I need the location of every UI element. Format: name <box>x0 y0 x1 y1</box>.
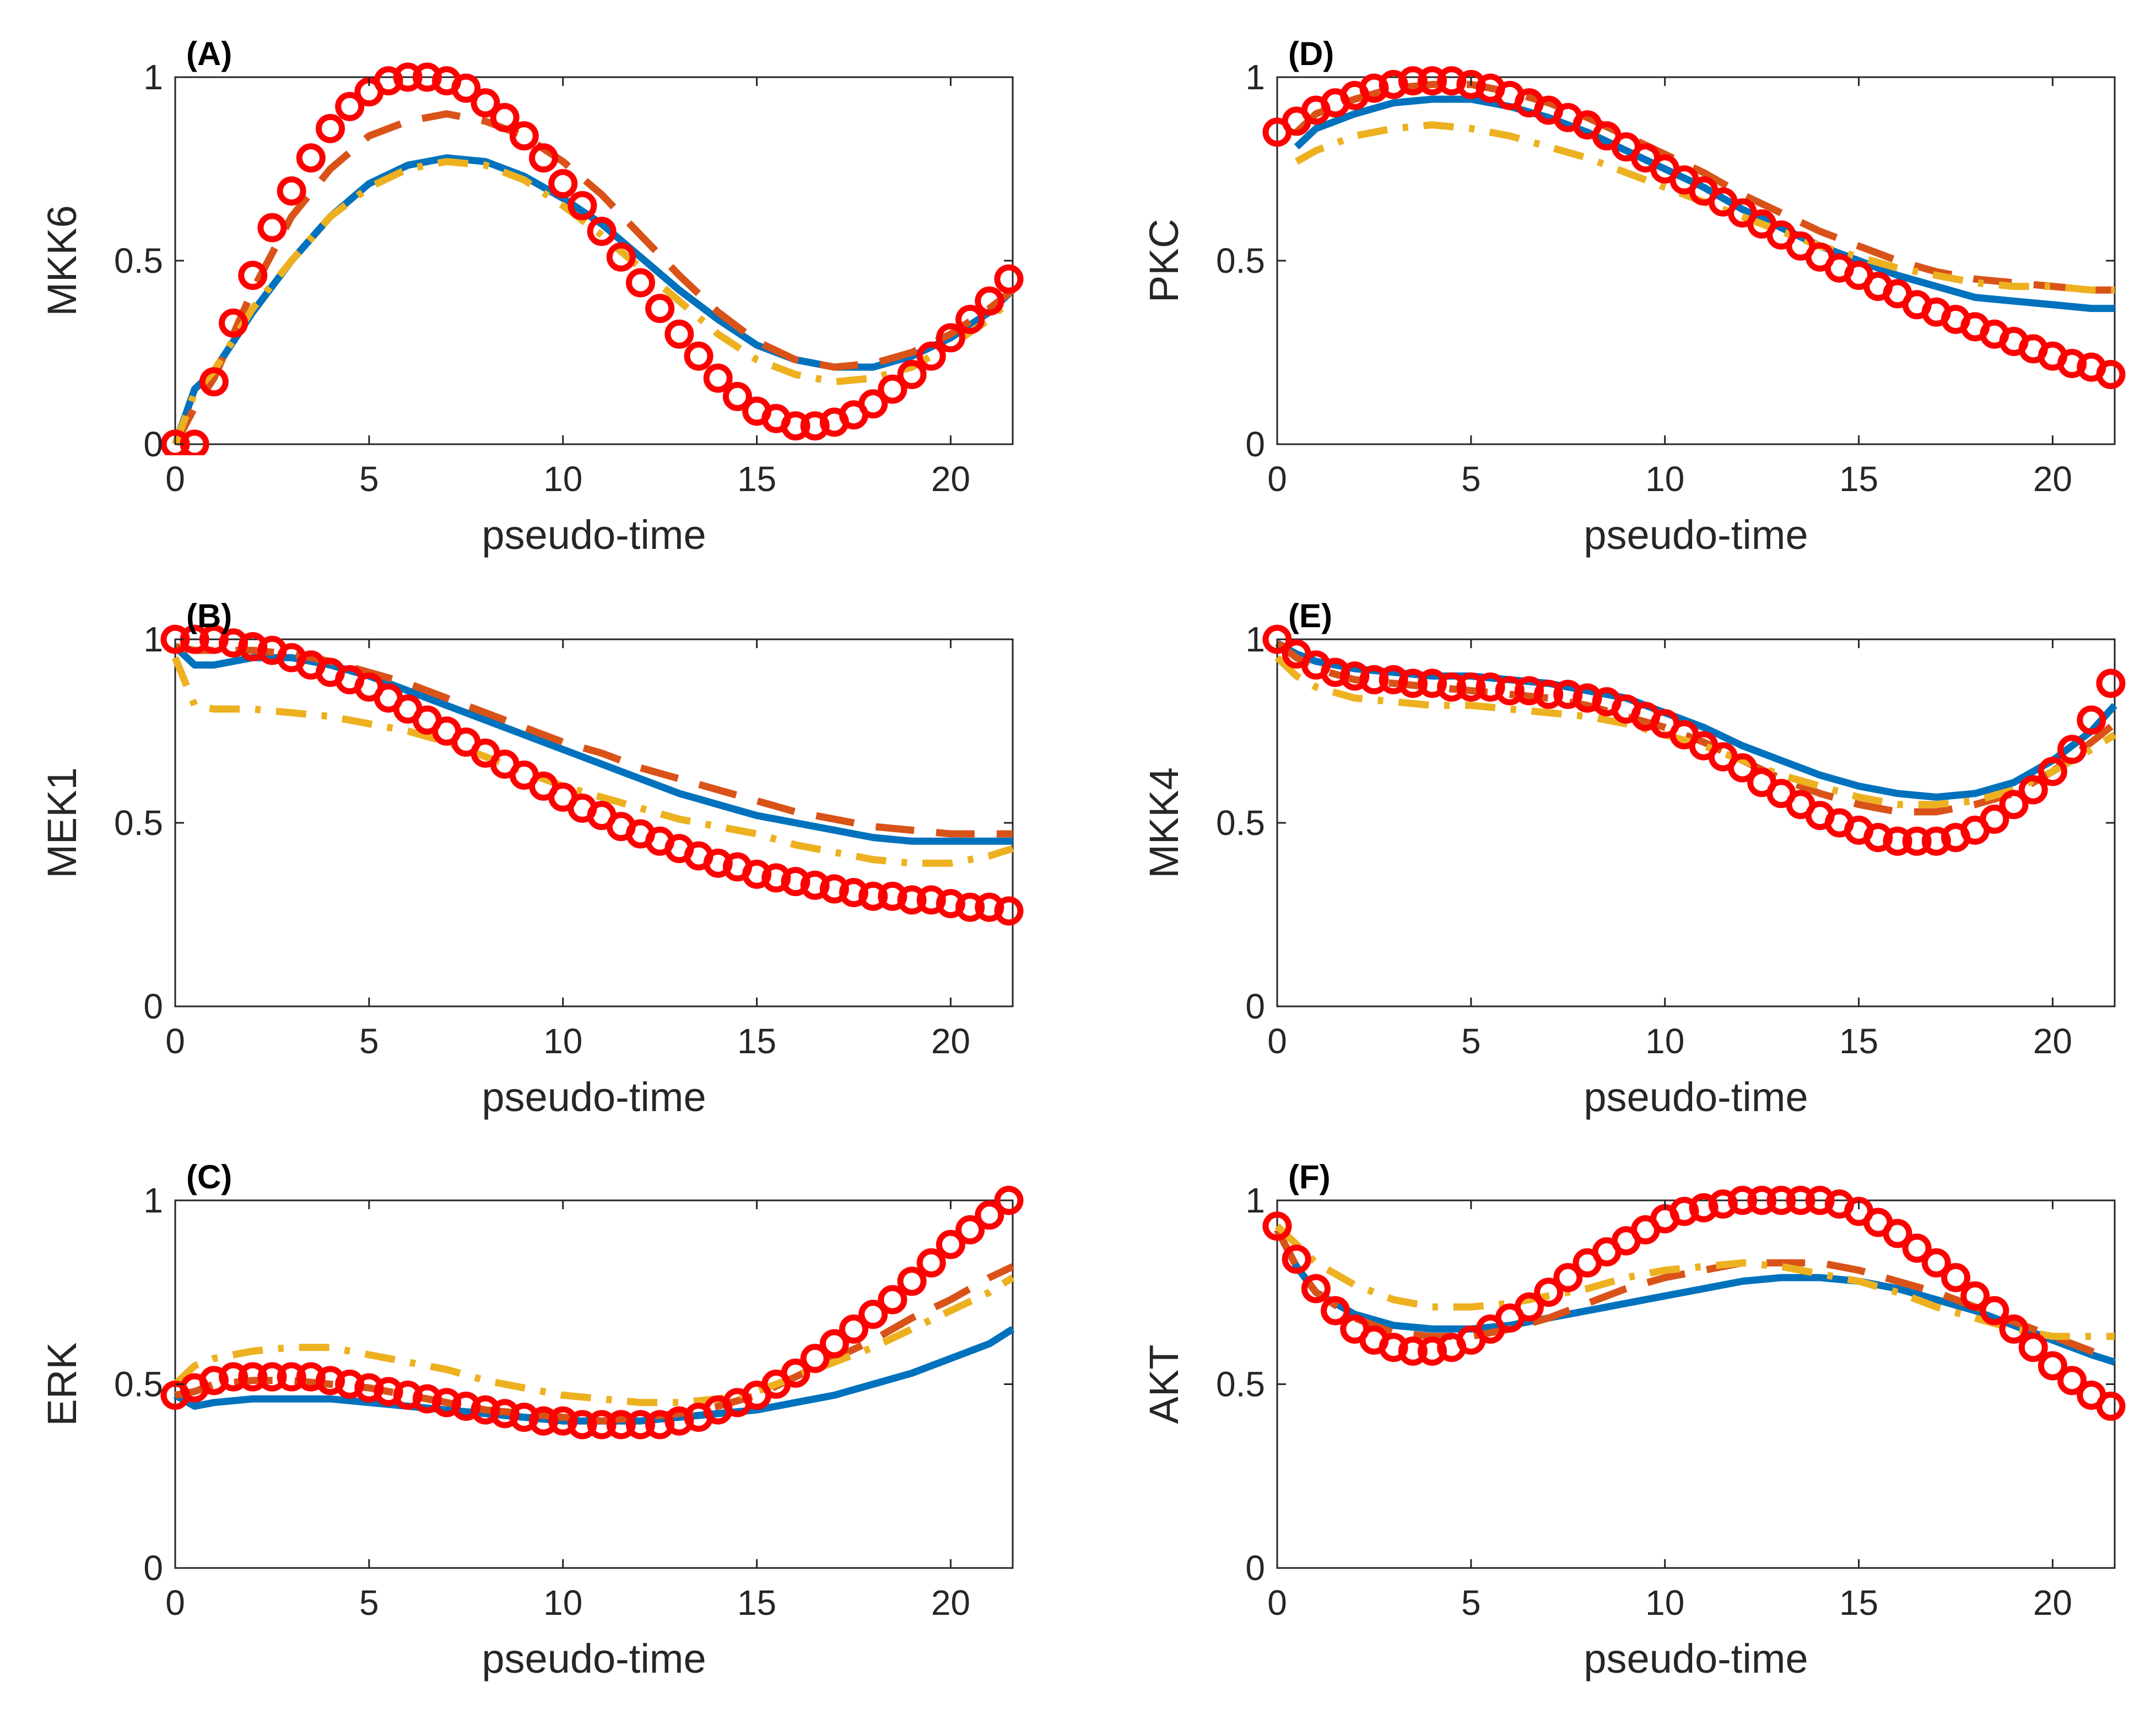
x-tick-label: 5 <box>359 1021 379 1061</box>
panel-label: (B) <box>186 597 232 634</box>
x-tick-label: 5 <box>359 1583 379 1623</box>
y-axis-label: MEK1 <box>39 767 85 879</box>
x-tick-label: 5 <box>1461 1021 1481 1061</box>
x-axis-label: pseudo-time <box>1584 512 1808 558</box>
y-axis-label: ERK <box>39 1342 85 1426</box>
y-tick-label: 0 <box>1245 987 1265 1026</box>
x-tick-label: 20 <box>2033 1583 2072 1623</box>
y-tick-label: 1 <box>143 57 163 97</box>
x-tick-label: 5 <box>1461 459 1481 499</box>
y-tick-label: 0.5 <box>1216 241 1265 281</box>
x-tick-label: 20 <box>931 1583 970 1623</box>
x-tick-label: 20 <box>931 459 970 499</box>
x-tick-label: 20 <box>2033 1021 2072 1061</box>
x-tick-label: 0 <box>1267 1583 1287 1623</box>
y-tick-label: 1 <box>1245 619 1265 659</box>
y-axis-label: MKK4 <box>1141 767 1187 879</box>
y-tick-label: 0 <box>143 1548 163 1588</box>
axes-frame <box>1277 77 2115 444</box>
x-tick-label: 0 <box>1267 1021 1287 1061</box>
y-tick-label: 0.5 <box>114 241 163 281</box>
x-tick-label: 0 <box>165 1583 185 1623</box>
y-tick-label: 1 <box>1245 57 1265 97</box>
y-axis-label: AKT <box>1141 1345 1187 1424</box>
x-tick-label: 15 <box>1839 1583 1878 1623</box>
axes-frame <box>1277 1200 2115 1568</box>
x-axis-label: pseudo-time <box>482 1636 706 1682</box>
y-tick-label: 0 <box>143 424 163 464</box>
x-tick-label: 10 <box>543 459 582 499</box>
y-tick-label: 0.5 <box>1216 803 1265 843</box>
x-axis-label: pseudo-time <box>1584 1636 1808 1682</box>
x-tick-label: 20 <box>2033 459 2072 499</box>
x-tick-label: 10 <box>1645 1021 1684 1061</box>
x-tick-label: 0 <box>165 459 185 499</box>
x-tick-label: 15 <box>1839 459 1878 499</box>
axes-frame <box>175 77 1013 444</box>
x-axis-label: pseudo-time <box>1584 1074 1808 1120</box>
x-tick-label: 5 <box>1461 1583 1481 1623</box>
x-tick-label: 15 <box>737 459 776 499</box>
x-tick-label: 10 <box>1645 1583 1684 1623</box>
x-tick-label: 10 <box>543 1583 582 1623</box>
x-axis-label: pseudo-time <box>482 1074 706 1120</box>
y-axis-label: PKC <box>1141 219 1187 303</box>
x-tick-label: 5 <box>359 459 379 499</box>
figure: 0 5 10 15 2000.51pseudo-timeMKK6(A)0 5 10 15 200… <box>0 0 2156 1719</box>
y-tick-label: 0 <box>1245 424 1265 464</box>
y-tick-label: 0 <box>143 987 163 1026</box>
y-tick-label: 0.5 <box>114 803 163 843</box>
y-tick-label: 0 <box>1245 1548 1265 1588</box>
panel-label: (F) <box>1288 1158 1331 1195</box>
x-tick-label: 0 <box>1267 459 1287 499</box>
x-tick-label: 15 <box>737 1583 776 1623</box>
x-tick-label: 10 <box>543 1021 582 1061</box>
y-tick-label: 1 <box>143 1181 163 1220</box>
panel-label: (A) <box>186 35 232 72</box>
y-tick-label: 0.5 <box>114 1365 163 1404</box>
panel-label: (E) <box>1288 597 1332 634</box>
x-axis-label: pseudo-time <box>482 512 706 558</box>
axes-frame <box>1277 639 2115 1006</box>
x-tick-label: 20 <box>931 1021 970 1061</box>
y-tick-label: 1 <box>1245 1181 1265 1220</box>
x-tick-label: 0 <box>165 1021 185 1061</box>
x-tick-label: 10 <box>1645 459 1684 499</box>
x-tick-label: 15 <box>1839 1021 1878 1061</box>
y-axis-label: MKK6 <box>39 205 85 316</box>
y-tick-label: 0.5 <box>1216 1365 1265 1404</box>
panel-label: (D) <box>1288 35 1334 72</box>
panel-label: (C) <box>186 1158 232 1195</box>
x-tick-label: 15 <box>737 1021 776 1061</box>
y-tick-label: 1 <box>143 619 163 659</box>
